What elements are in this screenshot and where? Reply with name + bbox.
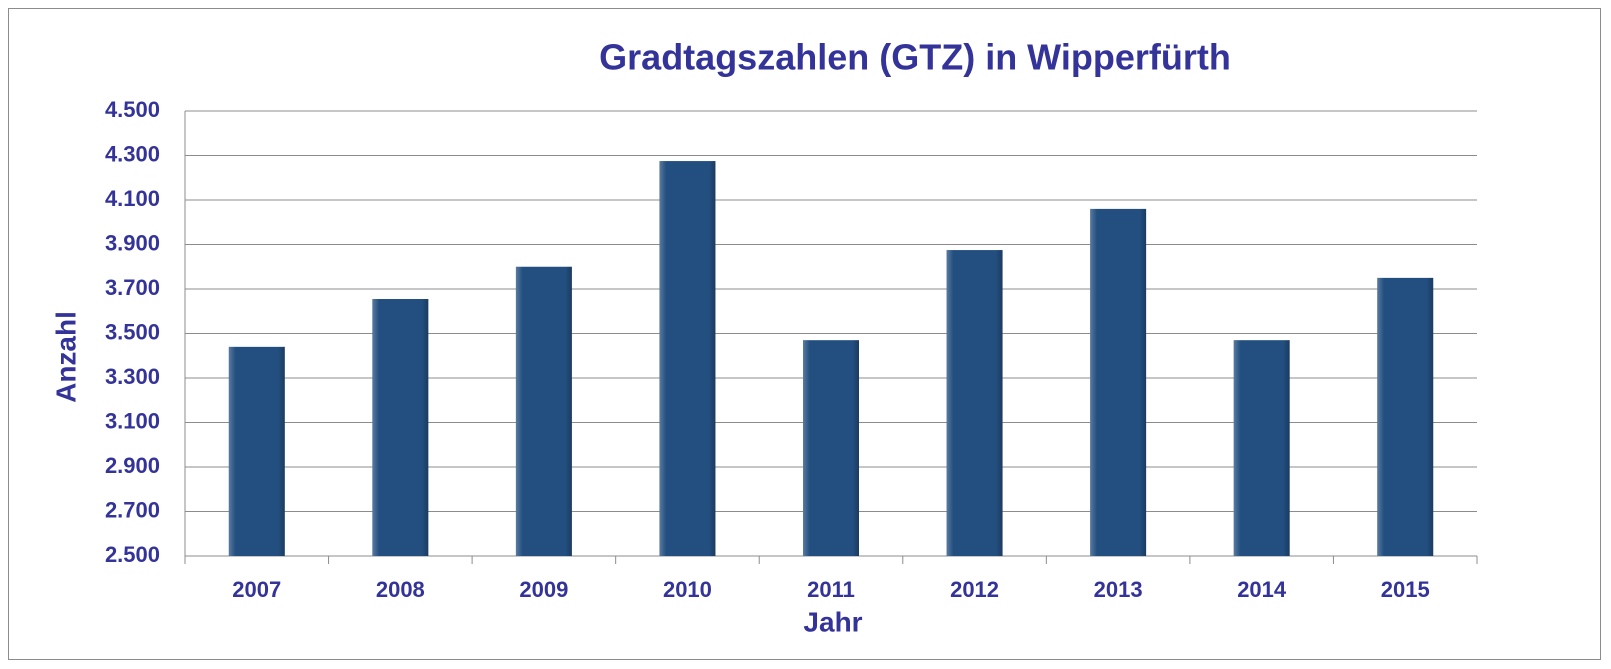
bar-shade: [1377, 277, 1434, 556]
y-tick-label: 2.900: [105, 453, 160, 478]
x-tick-label: 2015: [1381, 577, 1430, 602]
y-tick-label: 4.300: [105, 141, 160, 166]
y-tick-label: 3.900: [105, 230, 160, 255]
y-tick-label: 2.700: [105, 497, 160, 522]
y-tick-label: 3.100: [105, 408, 160, 433]
y-tick-label: 4.500: [105, 97, 160, 122]
bar-shade: [1090, 208, 1147, 556]
bar-shade: [228, 346, 285, 556]
y-tick-label: 3.300: [105, 364, 160, 389]
y-tick-label: 3.500: [105, 319, 160, 344]
x-tick-label: 2010: [663, 577, 712, 602]
x-tick-label: 2007: [232, 577, 281, 602]
x-tick-label: 2012: [950, 577, 999, 602]
y-tick-label: 3.700: [105, 275, 160, 300]
bar-shade: [515, 266, 572, 556]
bar-shade: [659, 161, 716, 556]
x-tick-label: 2013: [1094, 577, 1143, 602]
bar-shade: [372, 299, 429, 556]
x-tick-label: 2011: [807, 577, 855, 602]
bar-shade: [803, 340, 859, 556]
x-tick-label: 2014: [1237, 577, 1287, 602]
chart-title: Gradtagszahlen (GTZ) in Wipperfürth: [599, 37, 1231, 78]
y-tick-label: 4.100: [105, 186, 160, 211]
x-tick-label: 2008: [376, 577, 425, 602]
x-tick-label: 2009: [519, 577, 568, 602]
y-axis-label: Anzahl: [50, 311, 81, 403]
bar-shade: [946, 250, 1003, 556]
bar-shade: [1233, 340, 1290, 556]
y-tick-label: 2.500: [105, 542, 160, 567]
x-axis-label: Jahr: [803, 606, 862, 637]
